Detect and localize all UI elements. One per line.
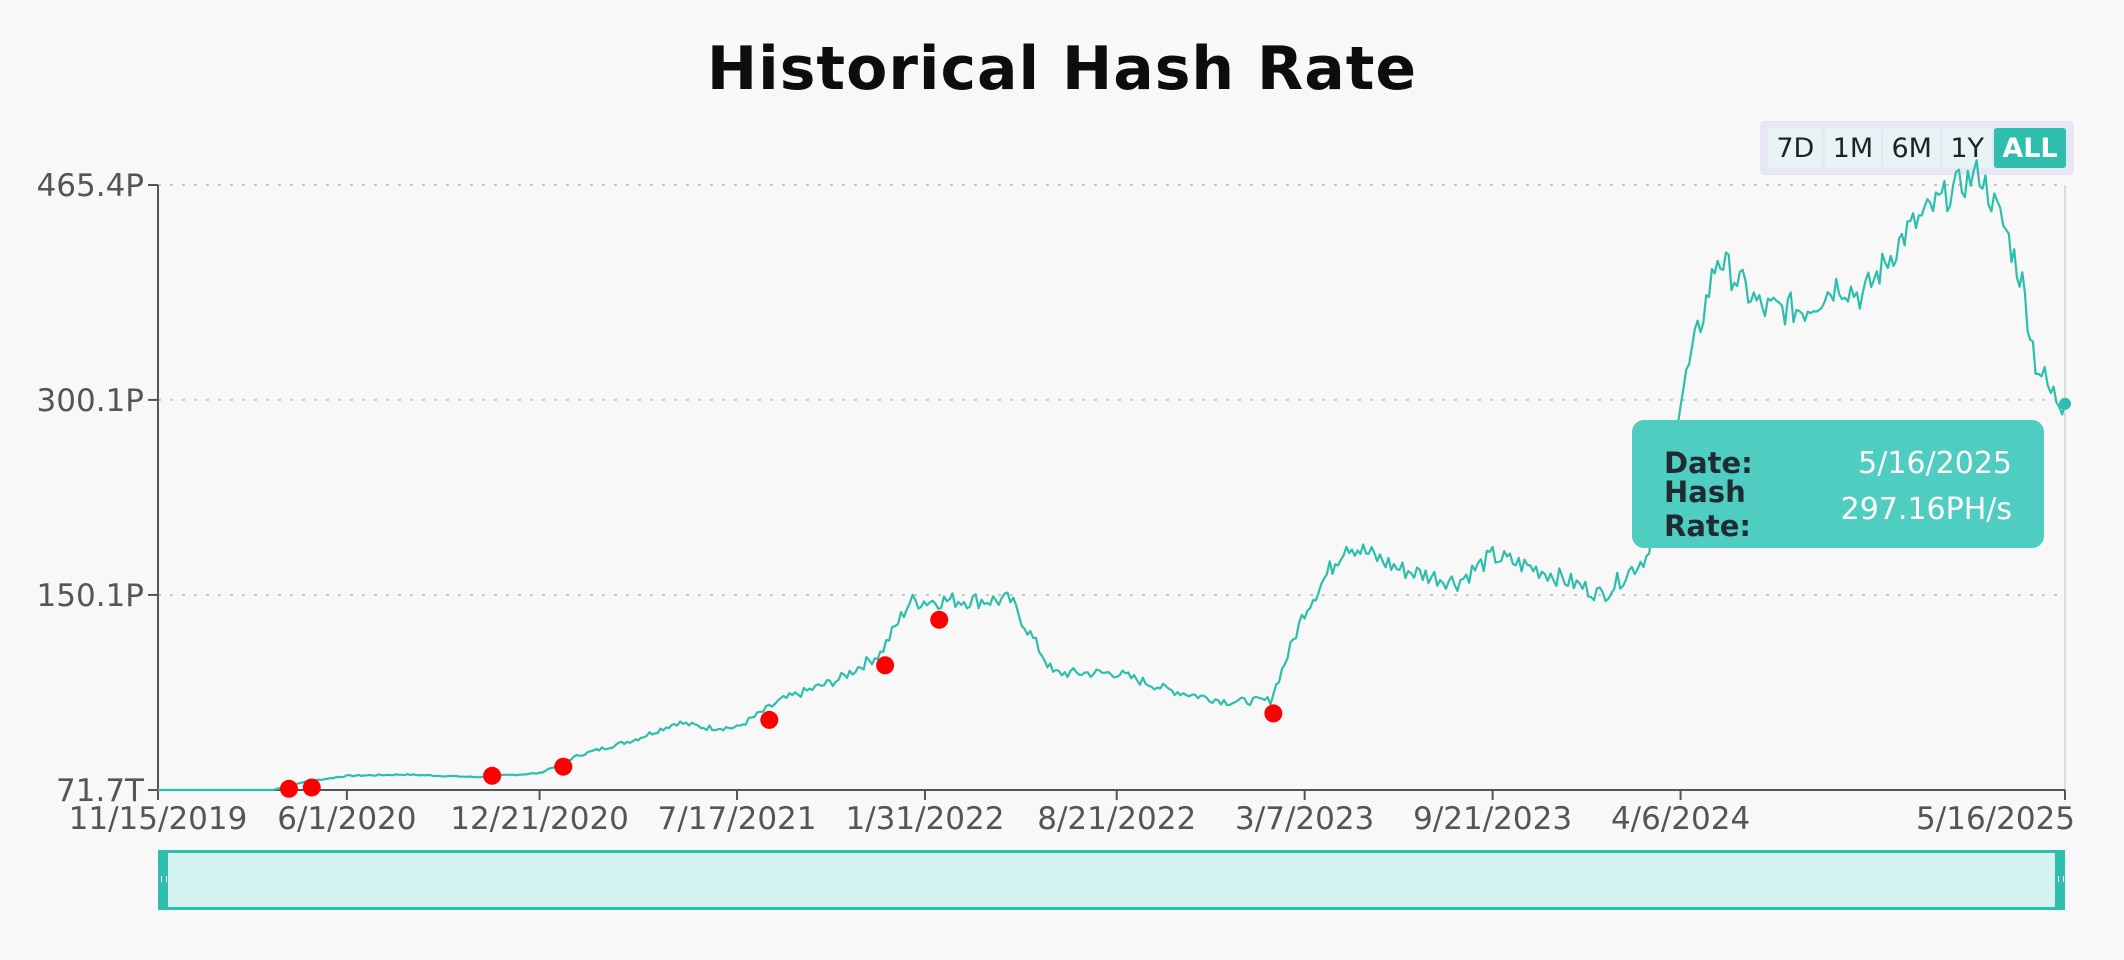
event-marker	[876, 656, 895, 675]
grid-lines	[158, 184, 2066, 790]
event-marker	[483, 766, 502, 785]
markers-layer	[279, 397, 2071, 798]
x-tick-label: 11/15/2019	[69, 801, 248, 837]
event-marker	[760, 710, 779, 729]
x-tick-label: 7/17/2021	[658, 801, 817, 837]
range-button-1y[interactable]: 1Y	[1942, 128, 1992, 168]
event-marker	[279, 779, 298, 798]
tooltip-date-label: Date:	[1664, 446, 1753, 480]
tooltip-rate-label: Hash Rate:	[1664, 475, 1752, 543]
y-tick-label: 465.4P	[37, 168, 144, 204]
range-button-6m[interactable]: 6M	[1883, 128, 1940, 168]
x-tick-label: 3/7/2023	[1235, 801, 1374, 837]
y-tick-label: 300.1P	[37, 383, 144, 419]
event-marker	[1264, 704, 1283, 723]
tooltip: Date: 5/16/2025 Hash Rate: 297.16PH/s	[1632, 420, 2044, 548]
range-button-7d[interactable]: 7D	[1768, 128, 1823, 168]
chart-title: Historical Hash Rate	[706, 34, 1418, 104]
hover-point	[2059, 397, 2071, 410]
tooltip-date-row: Date: 5/16/2025	[1664, 440, 2012, 486]
y-tick-label: 150.1P	[37, 578, 144, 614]
event-marker	[302, 778, 321, 797]
x-tick-label: 4/6/2024	[1611, 801, 1750, 837]
tick-labels: 71.7T 150.1P 300.1P 465.4P 11/15/2019 6/1/202…	[37, 168, 2075, 837]
x-tick-label: 5/16/2025	[1916, 801, 2075, 837]
x-tick-label: 12/21/2020	[450, 801, 629, 837]
x-tick-label: 9/21/2023	[1413, 801, 1572, 837]
navigator-right-handle[interactable]	[2055, 850, 2065, 910]
range-selector: 7D 1M 6M 1Y ALL	[1760, 121, 2074, 175]
event-marker	[930, 610, 949, 629]
axes	[148, 184, 2066, 800]
tooltip-rate-value: 297.16PH/s	[1840, 491, 2012, 527]
tooltip-rate-row: Hash Rate: 297.16PH/s	[1664, 475, 2012, 543]
range-button-1m[interactable]: 1M	[1824, 128, 1882, 168]
navigator-left-handle[interactable]	[158, 850, 168, 910]
hash-rate-line	[158, 159, 2067, 792]
range-button-all[interactable]: ALL	[1994, 128, 2066, 168]
x-tick-label: 6/1/2020	[277, 801, 416, 837]
y-tick-label: 71.7T	[56, 773, 145, 809]
event-marker	[554, 757, 573, 776]
range-navigator[interactable]	[158, 850, 2065, 910]
x-tick-label: 1/31/2022	[846, 801, 1005, 837]
tooltip-date-value: 5/16/2025	[1858, 445, 2012, 481]
x-tick-label: 8/21/2022	[1037, 801, 1196, 837]
series-layer	[158, 159, 2067, 792]
